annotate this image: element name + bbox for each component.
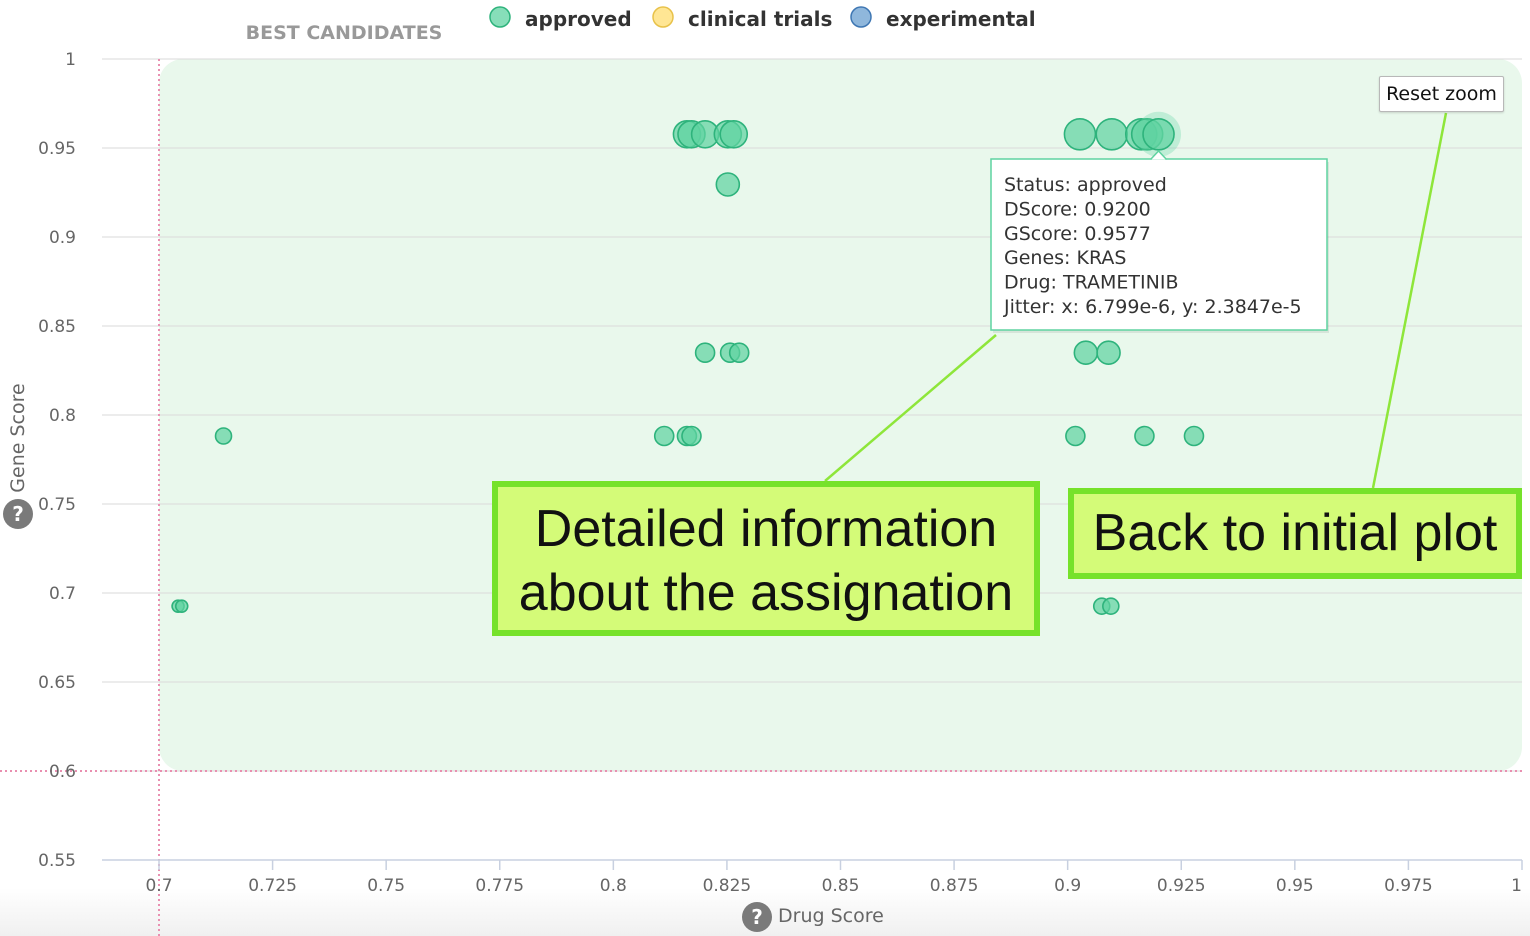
legend-marker — [489, 6, 511, 28]
data-point-approved — [1142, 117, 1175, 151]
data-point-approved — [681, 425, 702, 447]
chart-title: BEST CANDIDATES — [246, 22, 443, 44]
y-tick-label: 0.8 — [49, 406, 76, 426]
x-tick-label: 0.825 — [703, 876, 752, 896]
y-axis-title: Gene Score — [7, 383, 29, 492]
callout-detailed-information: Detailed information about the assignati… — [492, 481, 1040, 636]
y-tick-label: 0.95 — [38, 139, 76, 159]
tooltip-line: Drug: TRAMETINIB — [1004, 272, 1178, 294]
callout-info-line-2: about the assignation — [518, 564, 1014, 622]
x-tick-label: 1 — [1511, 876, 1522, 896]
tooltip-line: GScore: 0.9577 — [1004, 223, 1151, 245]
tooltip-box — [990, 158, 1328, 331]
x-tick-label: 0.875 — [930, 876, 979, 896]
connector-line-back — [1371, 112, 1448, 489]
legend-item-approved: approved — [489, 6, 632, 31]
tooltip-line: Status: approved — [1004, 174, 1167, 196]
data-point-approved — [715, 172, 741, 197]
tooltip-line: Jitter: x: 6.799e-6, y: 2.3847e-5 — [1003, 296, 1302, 318]
data-point-approved — [174, 599, 189, 613]
legend-item-clinical-trials: clinical trials — [652, 6, 832, 31]
x-tick-label: 0.85 — [822, 876, 860, 896]
data-point-approved — [1096, 340, 1121, 366]
data-point-approved — [694, 342, 716, 364]
data-point-approved — [1095, 117, 1129, 151]
reset-zoom-button[interactable]: Reset zoom — [1379, 76, 1504, 112]
data-point-approved — [719, 119, 749, 149]
callout-info-line-1: Detailed information — [534, 500, 998, 558]
x-tick-label: 0.75 — [367, 876, 405, 896]
x-axis-title: Drug Score — [778, 905, 884, 927]
data-point-approved — [214, 427, 233, 445]
y-tick-label: 1 — [65, 50, 76, 70]
connector-line-info — [824, 334, 997, 482]
help-icon-bg — [3, 499, 33, 529]
help-icon-bg — [742, 902, 772, 932]
legend-marker — [850, 6, 872, 28]
legend-label: approved — [525, 7, 632, 31]
tooltip-pointer — [1149, 149, 1168, 161]
question-circle-icon[interactable]: ? — [3, 499, 33, 529]
y-tick-label: 0.55 — [38, 851, 76, 871]
y-tick-label: 0.7 — [49, 584, 76, 604]
y-tick-label: 0.85 — [38, 317, 76, 337]
legend-label: experimental — [886, 7, 1036, 31]
y-tick-label: 0.6 — [49, 762, 76, 782]
data-point-approved — [1073, 340, 1099, 366]
callout-back-to-initial-plot: Back to initial plot — [1068, 488, 1522, 579]
x-tick-label: 0.775 — [475, 876, 524, 896]
legend-marker — [652, 6, 674, 28]
data-point-approved — [1102, 597, 1120, 615]
x-tick-label: 0.8 — [600, 876, 627, 896]
x-tick-label: 0.975 — [1384, 876, 1433, 896]
x-tick-label: 0.7 — [145, 876, 172, 896]
data-point-approved — [1134, 425, 1155, 447]
question-circle-icon[interactable]: ? — [742, 902, 772, 932]
x-tick-label: 0.725 — [248, 876, 297, 896]
data-point-approved — [1065, 425, 1086, 447]
tooltip-line: Genes: KRAS — [1004, 247, 1126, 269]
x-tick-label: 0.925 — [1157, 876, 1206, 896]
data-point-approved — [1063, 117, 1097, 151]
y-tick-label: 0.75 — [38, 495, 76, 515]
tooltip-line: DScore: 0.9200 — [1004, 198, 1151, 220]
x-tick-label: 0.9 — [1054, 876, 1081, 896]
y-tick-label: 0.9 — [49, 228, 76, 248]
x-tick-label: 0.95 — [1276, 876, 1314, 896]
help-icon-glyph: ? — [12, 502, 24, 526]
legend-label: clinical trials — [688, 7, 832, 31]
data-point-approved — [728, 342, 750, 364]
y-tick-label: 0.65 — [38, 673, 76, 693]
legend-item-experimental: experimental — [850, 6, 1036, 31]
data-point-approved — [653, 425, 675, 447]
data-point-approved — [1183, 425, 1205, 447]
help-icon-glyph: ? — [751, 905, 763, 929]
